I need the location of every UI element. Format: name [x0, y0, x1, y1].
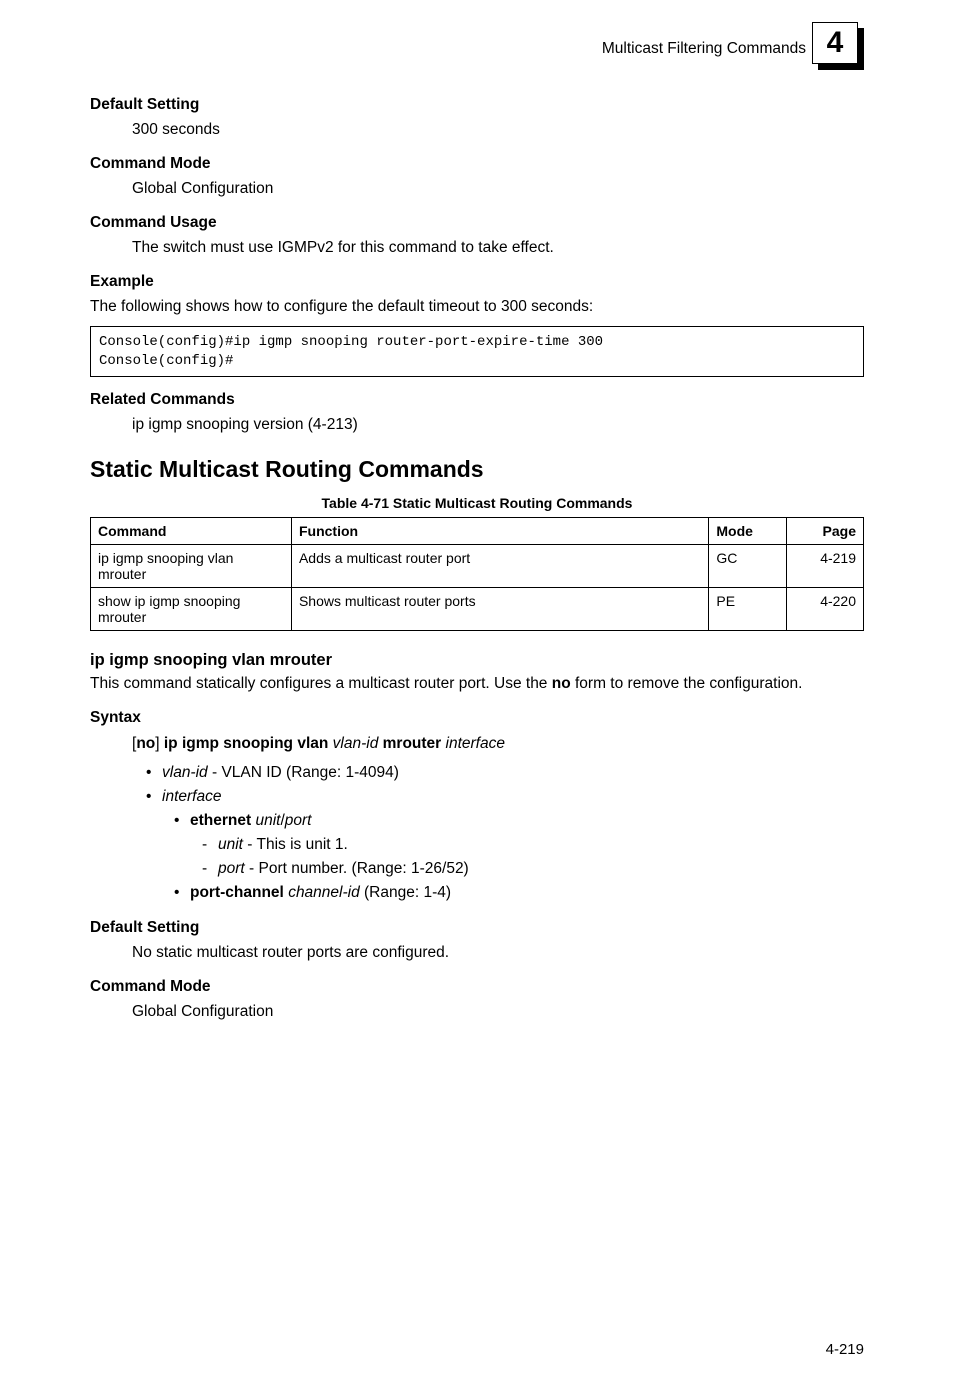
page-number: 4-219 [826, 1341, 864, 1358]
command-mode-bottom-heading: Command Mode [90, 978, 864, 996]
related-commands-text: ip igmp snooping version (4-213) [132, 415, 864, 436]
th-mode: Mode [709, 518, 786, 545]
td-function: Shows multicast router ports [291, 588, 708, 631]
section-title: Static Multicast Routing Commands [90, 456, 864, 483]
page-header: Multicast Filtering Commands 4 [90, 28, 864, 70]
th-command: Command [91, 518, 292, 545]
desc-part2: form to remove the configuration. [571, 675, 803, 692]
desc-bold: no [552, 675, 571, 692]
bullet-unit: unit - This is unit 1. [218, 833, 864, 857]
chapter-badge: 4 [818, 28, 864, 70]
bullet-vlan-id: vlan-id - VLAN ID (Range: 1-4094) [162, 761, 864, 785]
th-function: Function [291, 518, 708, 545]
td-command: show ip igmp snooping mrouter [91, 588, 292, 631]
td-mode: GC [709, 545, 786, 588]
port-desc: - Port number. (Range: 1-26/52) [245, 860, 469, 877]
syntax-b1: ip igmp snooping vlan [164, 735, 328, 752]
command-detail-desc: This command statically configures a mul… [90, 674, 864, 695]
default-setting-bottom-heading: Default Setting [90, 919, 864, 937]
command-detail-name: ip igmp snooping vlan mrouter [90, 651, 864, 670]
example-heading: Example [90, 273, 864, 291]
td-command: ip igmp snooping vlan mrouter [91, 545, 292, 588]
ethernet-bold: ethernet [190, 812, 251, 829]
header-section-title: Multicast Filtering Commands [602, 40, 806, 58]
command-mode-heading: Command Mode [90, 155, 864, 173]
bullet-port-channel: port-channel channel-id (Range: 1-4) [190, 881, 864, 905]
default-setting-heading: Default Setting [90, 96, 864, 114]
port-label: port [218, 860, 245, 877]
pc-i: channel-id [288, 884, 360, 901]
chapter-number: 4 [812, 22, 858, 64]
commands-table: Command Function Mode Page ip igmp snoop… [90, 517, 864, 631]
td-page: 4-219 [786, 545, 863, 588]
interface-label: interface [162, 788, 221, 805]
table-row: ip igmp snooping vlan mrouter Adds a mul… [91, 545, 864, 588]
td-function: Adds a multicast router port [291, 545, 708, 588]
unit-desc: - This is unit 1. [243, 836, 348, 853]
command-mode-text: Global Configuration [132, 179, 864, 200]
th-page: Page [786, 518, 863, 545]
pc-rest: (Range: 1-4) [360, 884, 451, 901]
command-usage-heading: Command Usage [90, 214, 864, 232]
vlan-id-label: vlan-id [162, 764, 208, 781]
pc-bold: port-channel [190, 884, 284, 901]
syntax-i1: vlan-id [333, 735, 379, 752]
bullet-interface: interface [162, 785, 864, 809]
table-header-row: Command Function Mode Page [91, 518, 864, 545]
bullet-port: port - Port number. (Range: 1-26/52) [218, 857, 864, 881]
command-usage-text: The switch must use IGMPv2 for this comm… [132, 238, 864, 259]
syntax-no: no [136, 735, 155, 752]
td-page: 4-220 [786, 588, 863, 631]
unit-label: unit [218, 836, 243, 853]
example-code: Console(config)#ip igmp snooping router-… [90, 326, 864, 378]
syntax-b2: mrouter [383, 735, 442, 752]
bullet-ethernet: ethernet unit/port [190, 809, 864, 833]
syntax-mid1: ] [155, 735, 164, 752]
desc-part1: This command statically configures a mul… [90, 675, 552, 692]
vlan-id-desc: - VLAN ID (Range: 1-4094) [208, 764, 399, 781]
syntax-line: [no] ip igmp snooping vlan vlan-id mrout… [132, 733, 864, 755]
table-caption: Table 4-71 Static Multicast Routing Comm… [90, 495, 864, 511]
table-row: show ip igmp snooping mrouter Shows mult… [91, 588, 864, 631]
syntax-i2: interface [446, 735, 505, 752]
syntax-heading: Syntax [90, 709, 864, 727]
td-mode: PE [709, 588, 786, 631]
default-setting-text: 300 seconds [132, 120, 864, 141]
related-commands-heading: Related Commands [90, 391, 864, 409]
command-mode-bottom-text: Global Configuration [132, 1002, 864, 1023]
example-intro: The following shows how to configure the… [90, 297, 864, 318]
eth-unit: unit [255, 812, 280, 829]
eth-port: port [285, 812, 312, 829]
default-setting-bottom-text: No static multicast router ports are con… [132, 943, 864, 964]
